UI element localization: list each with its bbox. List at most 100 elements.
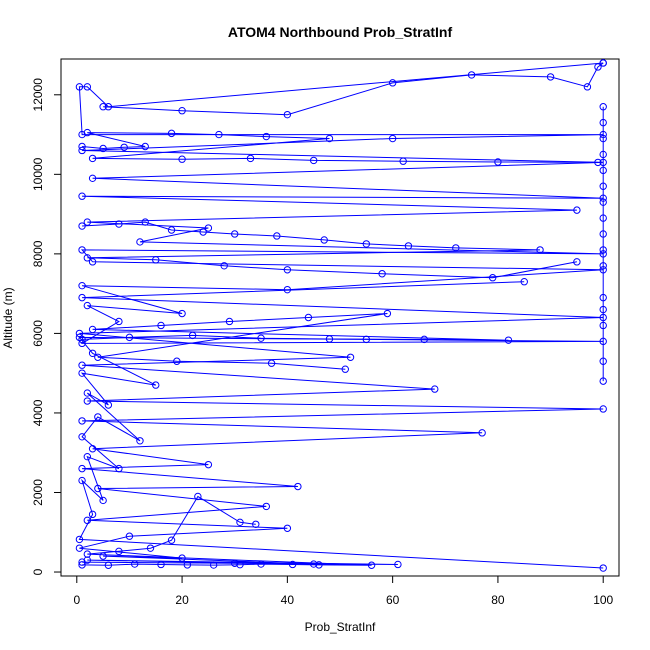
y-tick-label: 0 xyxy=(31,568,45,575)
data-point xyxy=(83,397,92,405)
data-point xyxy=(78,142,86,151)
y-tick-label: 4000 xyxy=(31,399,45,426)
data-point xyxy=(536,246,544,254)
data-point xyxy=(152,256,160,264)
y-tick-label: 6000 xyxy=(31,320,45,347)
data-point xyxy=(204,224,213,232)
x-tick-label: 60 xyxy=(386,593,400,607)
data-point xyxy=(173,357,181,365)
data-point xyxy=(267,359,276,367)
data-point xyxy=(378,270,386,278)
data-point xyxy=(573,206,581,214)
series xyxy=(75,278,607,569)
data-point xyxy=(209,561,218,569)
data-point xyxy=(78,192,86,200)
y-axis: 0 2000 4000 6000 8000 10000 12000 xyxy=(31,78,62,575)
data-point xyxy=(75,544,84,552)
data-point xyxy=(504,336,513,344)
data-point xyxy=(88,174,97,183)
data-point xyxy=(136,238,144,246)
data-point xyxy=(394,560,402,569)
data-point xyxy=(115,220,123,228)
data-point xyxy=(599,246,607,254)
data-point xyxy=(599,59,607,67)
plot-frame xyxy=(60,58,620,577)
y-tick-label: 12000 xyxy=(31,78,45,112)
data-point xyxy=(478,429,486,437)
series xyxy=(78,492,376,569)
data-point xyxy=(599,118,607,127)
data-point xyxy=(88,325,97,334)
data-point xyxy=(146,544,155,552)
data-point xyxy=(452,244,460,252)
data-point xyxy=(431,385,439,393)
data-point xyxy=(83,550,92,558)
data-point xyxy=(294,482,302,491)
data-point xyxy=(78,222,86,230)
data-point xyxy=(283,266,292,274)
data-point xyxy=(262,132,271,141)
data-point xyxy=(78,417,86,425)
series-line xyxy=(79,281,604,565)
data-point xyxy=(599,182,607,190)
data-point xyxy=(220,262,228,270)
data-point xyxy=(125,532,134,540)
series-line xyxy=(82,221,577,279)
x-axis: 0 20 40 60 80 100 xyxy=(73,575,614,607)
data-point xyxy=(404,242,413,250)
x-tick-label: 0 xyxy=(73,593,80,607)
data-point xyxy=(194,492,202,501)
data-point xyxy=(78,561,86,569)
series-line xyxy=(82,132,598,163)
data-point xyxy=(594,63,602,71)
data-point xyxy=(125,333,134,342)
data-point xyxy=(599,357,607,365)
data-point xyxy=(78,339,86,348)
series xyxy=(78,309,513,373)
series-line xyxy=(82,495,372,566)
data-point xyxy=(141,218,149,226)
data-point xyxy=(520,278,528,286)
x-tick-label: 40 xyxy=(281,593,295,607)
data-point xyxy=(157,560,165,569)
chart-title: ATOM4 Northbound Prob_StratInf xyxy=(228,24,453,40)
data-point xyxy=(325,134,334,143)
data-point xyxy=(388,134,397,143)
data-point xyxy=(599,198,607,206)
data-point xyxy=(420,335,428,344)
data-point xyxy=(599,214,607,222)
data-point xyxy=(115,547,123,556)
data-point xyxy=(309,156,318,165)
data-point xyxy=(494,158,502,166)
data-point xyxy=(104,561,113,569)
data-point xyxy=(467,71,476,79)
data-point xyxy=(599,134,607,143)
data-point xyxy=(78,361,86,369)
data-point xyxy=(78,335,86,344)
data-point xyxy=(236,518,244,527)
data-point xyxy=(599,405,607,413)
data-point xyxy=(88,510,97,519)
data-point xyxy=(83,516,92,525)
data-point xyxy=(488,274,497,282)
data-point xyxy=(383,309,392,318)
data-point xyxy=(178,107,186,115)
data-point xyxy=(99,144,107,153)
data-point xyxy=(215,130,223,139)
data-point xyxy=(178,309,186,318)
data-point xyxy=(167,536,176,544)
data-point xyxy=(573,258,581,266)
series xyxy=(78,218,581,282)
data-point xyxy=(257,560,265,568)
data-point xyxy=(388,79,397,87)
x-tick-label: 80 xyxy=(491,593,505,607)
data-point xyxy=(94,484,102,493)
data-point xyxy=(78,246,86,254)
data-point xyxy=(88,154,97,163)
data-point xyxy=(78,281,86,290)
y-tick-label: 10000 xyxy=(31,157,45,191)
data-point xyxy=(304,313,313,322)
x-axis-label: Prob_StratInf xyxy=(305,620,376,634)
y-axis-label: Altitude (m) xyxy=(1,287,15,348)
data-point xyxy=(120,143,128,151)
